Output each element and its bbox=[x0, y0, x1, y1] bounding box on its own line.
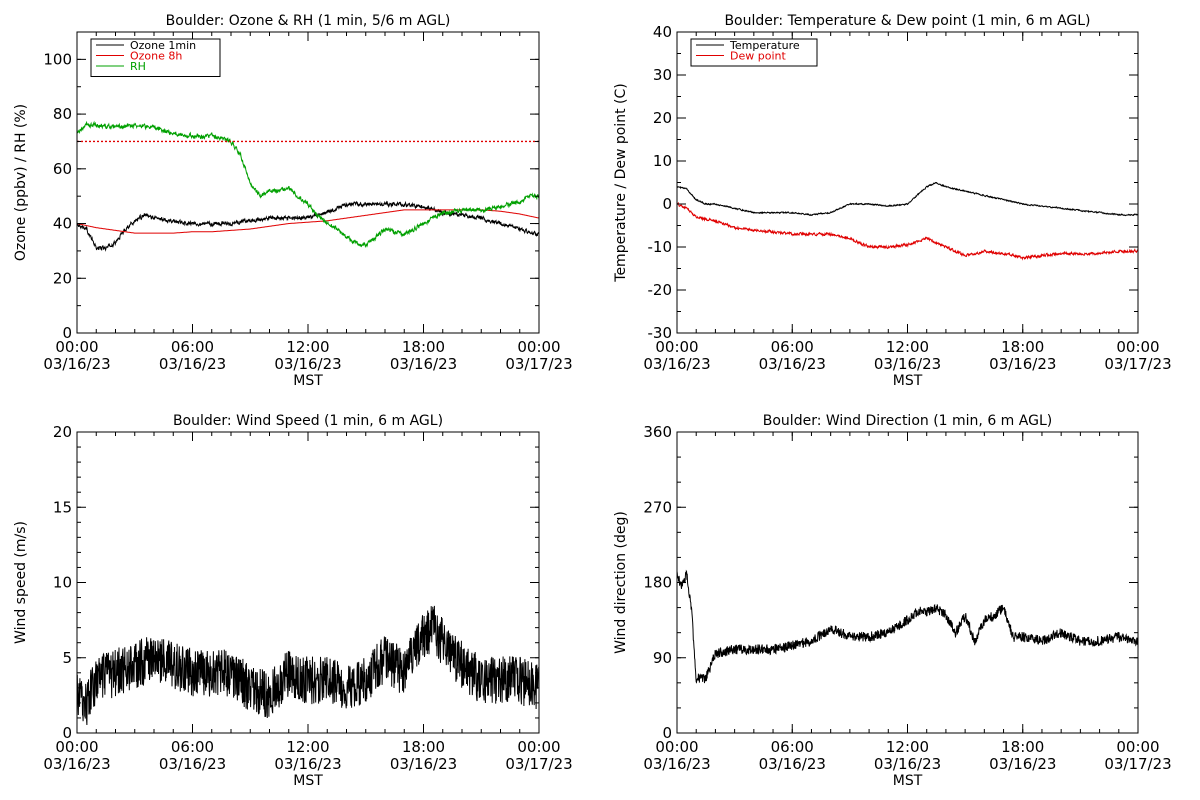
legend-entry: Ozone 1min bbox=[130, 39, 196, 52]
x-tick-time: 06:00 bbox=[771, 738, 814, 756]
y-tick-label: 60 bbox=[53, 160, 72, 178]
y-tick-label: 15 bbox=[53, 498, 72, 516]
legend-entry: Ozone 8h bbox=[130, 50, 182, 63]
y-axis-label: Temperature / Dew point (C) bbox=[613, 83, 629, 282]
series-line-ozone-1min bbox=[77, 200, 539, 252]
x-tick-time: 00:00 bbox=[1116, 738, 1159, 756]
x-tick-date: 03/16/23 bbox=[759, 355, 826, 373]
series-line-ozone-8h bbox=[77, 209, 539, 234]
series-line-dew-point bbox=[677, 201, 1138, 261]
y-tick-label: 0 bbox=[662, 195, 672, 213]
y-tick-label: 270 bbox=[643, 498, 672, 516]
x-axis-label: MST bbox=[893, 773, 923, 789]
x-tick-time: 00:00 bbox=[55, 738, 98, 756]
chart-title: Boulder: Wind Direction (1 min, 6 m AGL) bbox=[763, 413, 1052, 429]
x-tick-date: 03/16/23 bbox=[989, 355, 1056, 373]
y-tick-label: 20 bbox=[653, 109, 672, 127]
x-tick-date: 03/16/23 bbox=[43, 355, 110, 373]
series-line-wind-direction bbox=[677, 569, 1138, 684]
series-line-temperature bbox=[677, 181, 1138, 217]
x-tick-date: 03/16/23 bbox=[643, 755, 710, 773]
x-tick-date: 03/16/23 bbox=[989, 755, 1056, 773]
x-tick-time: 18:00 bbox=[402, 338, 445, 356]
y-tick-label: 100 bbox=[43, 50, 72, 68]
y-tick-label: 40 bbox=[653, 23, 672, 41]
y-axis-label: Ozone (ppbv) / RH (%) bbox=[13, 104, 29, 261]
legend-entry: Dew point bbox=[730, 50, 786, 63]
y-tick-label: 20 bbox=[53, 269, 72, 287]
series-line-wind-speed bbox=[77, 605, 539, 726]
x-tick-time: 12:00 bbox=[286, 338, 329, 356]
y-tick-label: -30 bbox=[648, 324, 673, 342]
x-tick-time: 00:00 bbox=[55, 338, 98, 356]
legend-entry: RH bbox=[130, 60, 146, 73]
chart-title: Boulder: Ozone & RH (1 min, 5/6 m AGL) bbox=[166, 13, 451, 29]
y-axis-label: Wind speed (m/s) bbox=[13, 521, 29, 644]
y-tick-label: 5 bbox=[62, 649, 72, 667]
series-line-rh bbox=[77, 120, 539, 248]
x-tick-date: 03/16/23 bbox=[390, 755, 457, 773]
x-tick-date: 03/16/23 bbox=[159, 755, 226, 773]
x-axis-label: MST bbox=[893, 373, 923, 389]
x-tick-time: 00:00 bbox=[517, 738, 560, 756]
y-tick-label: 180 bbox=[643, 574, 672, 592]
y-tick-label: 30 bbox=[653, 66, 672, 84]
x-axis-label: MST bbox=[293, 373, 323, 389]
x-tick-time: 06:00 bbox=[171, 338, 214, 356]
x-tick-date: 03/16/23 bbox=[43, 755, 110, 773]
y-tick-label: -10 bbox=[648, 238, 673, 256]
x-tick-date: 03/16/23 bbox=[274, 355, 341, 373]
wind-speed-panel: Boulder: Wind Speed (1 min, 6 m AGL) 0 5 10… bbox=[13, 413, 573, 789]
y-tick-label: 20 bbox=[53, 423, 72, 441]
x-tick-time: 00:00 bbox=[655, 738, 698, 756]
x-tick-date: 03/16/23 bbox=[643, 355, 710, 373]
x-tick-time: 00:00 bbox=[517, 338, 560, 356]
wind-direction-panel: Boulder: Wind Direction (1 min, 6 m AGL)… bbox=[613, 413, 1172, 789]
plot-frame bbox=[676, 31, 1139, 334]
plot-frame bbox=[76, 31, 540, 334]
x-tick-time: 18:00 bbox=[1001, 738, 1044, 756]
temperature-dewpoint-panel: Boulder: Temperature & Dew point (1 min,… bbox=[613, 13, 1172, 389]
y-axis-label: Wind direction (deg) bbox=[613, 511, 629, 654]
x-tick-date: 03/16/23 bbox=[759, 755, 826, 773]
y-tick-label: 40 bbox=[53, 215, 72, 233]
legend-entry: Temperature bbox=[729, 39, 800, 52]
y-tick-label: 0 bbox=[62, 324, 72, 342]
x-tick-time: 00:00 bbox=[1116, 338, 1159, 356]
y-tick-label: 90 bbox=[653, 649, 672, 667]
x-tick-date: 03/16/23 bbox=[159, 355, 226, 373]
x-tick-time: 06:00 bbox=[171, 738, 214, 756]
x-tick-time: 12:00 bbox=[886, 338, 929, 356]
x-tick-time: 06:00 bbox=[771, 338, 814, 356]
legend-box bbox=[690, 38, 818, 67]
chart-title: Boulder: Wind Speed (1 min, 6 m AGL) bbox=[173, 413, 443, 429]
x-tick-date: 03/17/23 bbox=[1104, 355, 1171, 373]
ozone-rh-panel: Boulder: Ozone & RH (1 min, 5/6 m AGL) 0 2… bbox=[13, 13, 573, 389]
x-tick-date: 03/16/23 bbox=[874, 755, 941, 773]
x-tick-time: 12:00 bbox=[286, 738, 329, 756]
x-tick-date: 03/16/23 bbox=[390, 355, 457, 373]
y-tick-label: 0 bbox=[62, 724, 72, 742]
y-tick-label: 80 bbox=[53, 105, 72, 123]
x-tick-date: 03/16/23 bbox=[874, 355, 941, 373]
y-tick-label: 0 bbox=[662, 724, 672, 742]
y-tick-label: 360 bbox=[643, 423, 672, 441]
x-tick-date: 03/16/23 bbox=[274, 755, 341, 773]
chart-title: Boulder: Temperature & Dew point (1 min,… bbox=[724, 13, 1090, 29]
x-tick-time: 18:00 bbox=[1001, 338, 1044, 356]
x-tick-date: 03/17/23 bbox=[505, 755, 572, 773]
x-tick-time: 00:00 bbox=[655, 338, 698, 356]
x-tick-date: 03/17/23 bbox=[1104, 755, 1171, 773]
x-tick-time: 12:00 bbox=[886, 738, 929, 756]
y-tick-label: -20 bbox=[648, 281, 673, 299]
y-tick-label: 10 bbox=[653, 152, 672, 170]
x-tick-date: 03/17/23 bbox=[505, 355, 572, 373]
plot-frame bbox=[676, 431, 1139, 734]
y-tick-label: 10 bbox=[53, 574, 72, 592]
x-axis-label: MST bbox=[293, 773, 323, 789]
x-tick-time: 18:00 bbox=[402, 738, 445, 756]
